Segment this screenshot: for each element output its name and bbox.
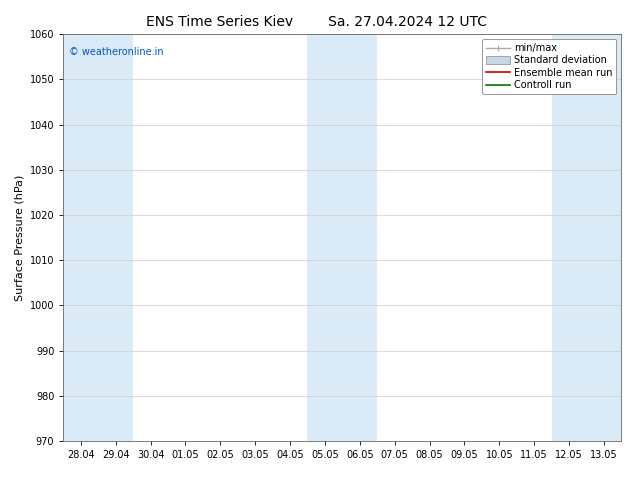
- Legend: min/max, Standard deviation, Ensemble mean run, Controll run: min/max, Standard deviation, Ensemble me…: [482, 39, 616, 94]
- Text: ENS Time Series Kiev        Sa. 27.04.2024 12 UTC: ENS Time Series Kiev Sa. 27.04.2024 12 U…: [146, 15, 488, 29]
- Bar: [63, 34, 133, 441]
- Bar: [307, 34, 377, 441]
- Y-axis label: Surface Pressure (hPa): Surface Pressure (hPa): [14, 174, 24, 301]
- Text: © weatheronline.in: © weatheronline.in: [69, 47, 164, 56]
- Bar: [552, 34, 621, 441]
